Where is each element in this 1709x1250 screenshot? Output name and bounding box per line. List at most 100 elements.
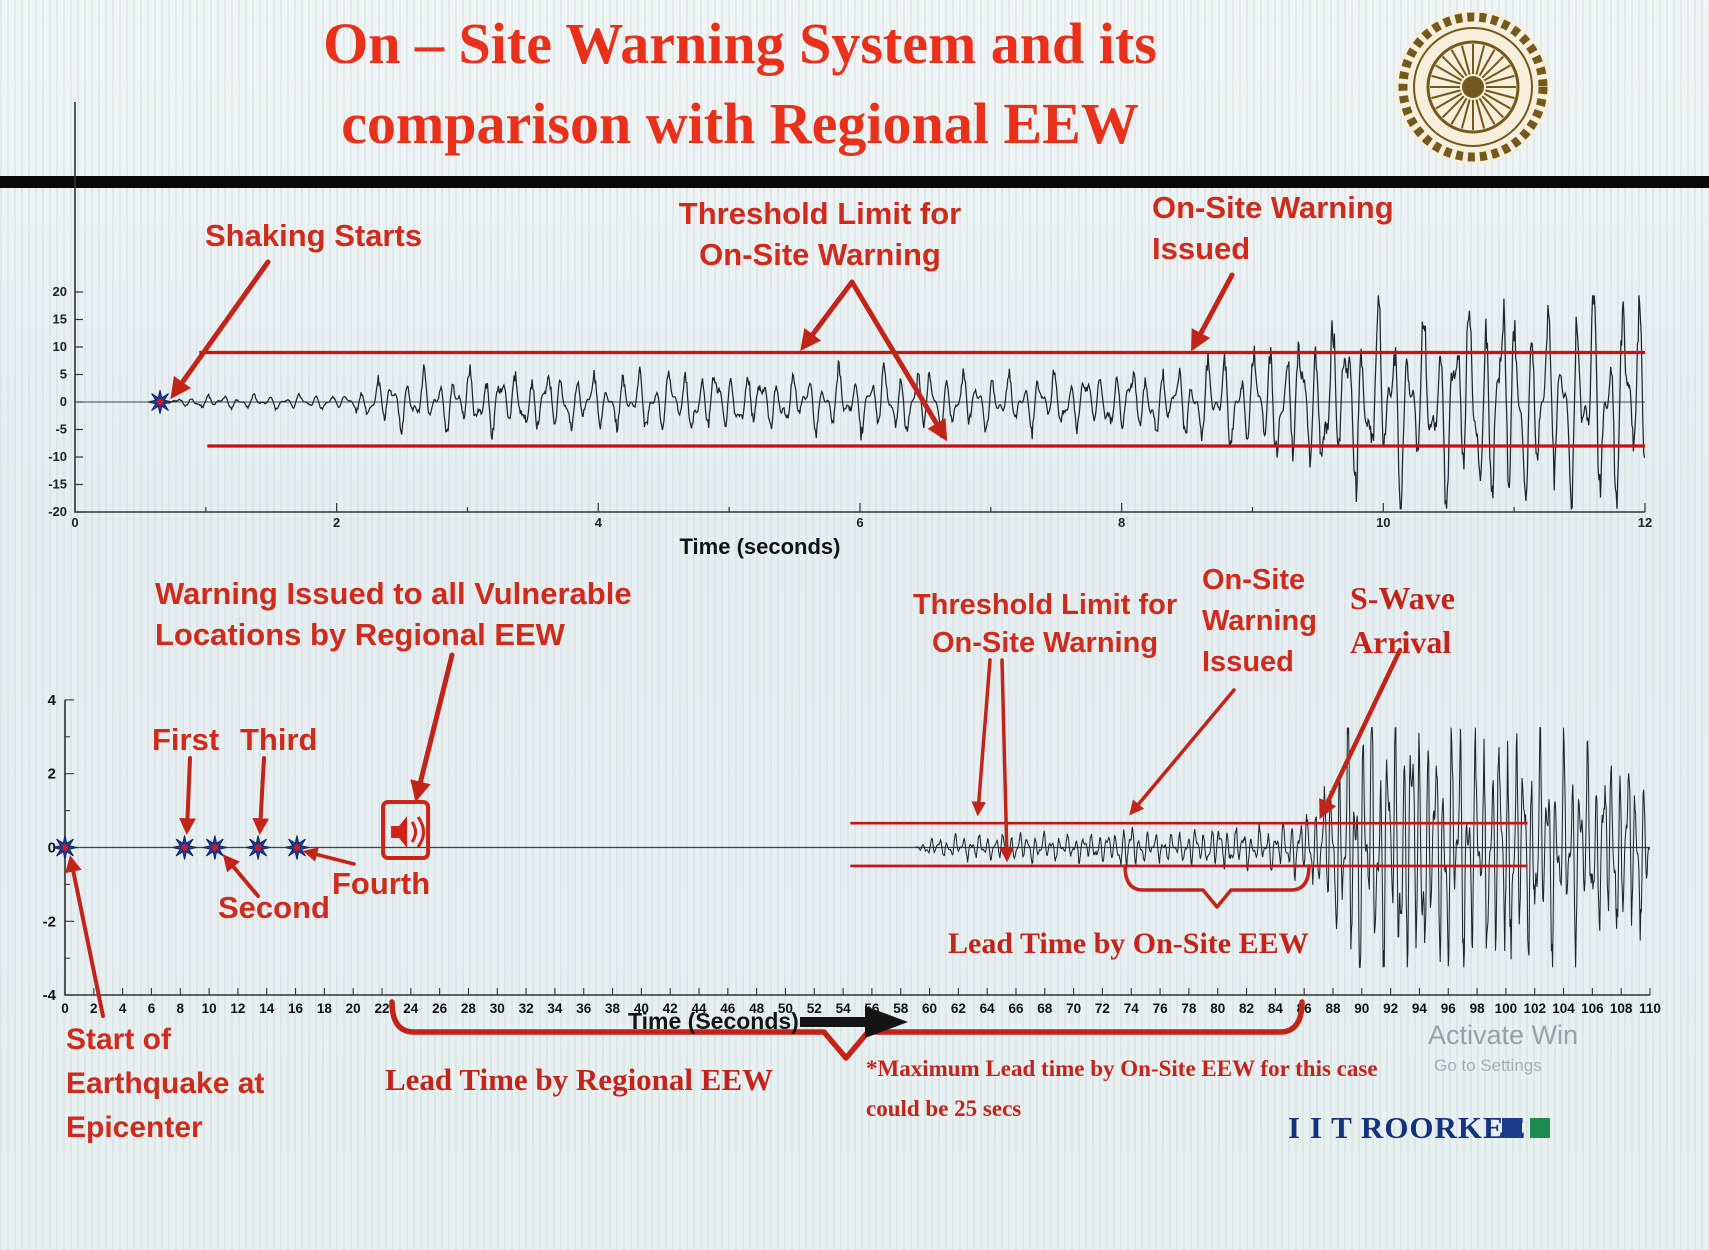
x-tick-label: 92 (1383, 1001, 1398, 1016)
y-tick-label: 20 (53, 284, 67, 299)
onsite-issued-arrow-icon (1129, 688, 1236, 816)
x-tick-label: 36 (576, 1001, 592, 1016)
y-tick-label: -4 (43, 987, 57, 1004)
x-tick-label: 20 (346, 1001, 361, 1016)
second-warning-label: Second (218, 890, 330, 925)
slide-title: On – Site Warning System and its compari… (95, 4, 1385, 164)
x-tick-label: 12 (230, 1001, 245, 1016)
logo-spoke (1475, 45, 1486, 75)
y-tick-label: 0 (60, 394, 67, 409)
x-tick-label: 102 (1523, 1001, 1546, 1016)
bottom-threshold-line2: On-Site Warning (931, 627, 1159, 660)
logo-spoke (1460, 45, 1471, 75)
y-tick-label: -20 (48, 504, 67, 519)
logo-spoke (1475, 99, 1486, 129)
y-tick-label: 10 (53, 339, 67, 354)
x-tick-label: 28 (461, 1001, 477, 1016)
title-divider-bar (0, 176, 1709, 188)
y-tick-label: -5 (55, 422, 67, 437)
start-epicenter-line2: Earthquake at (66, 1067, 265, 1101)
x-tick-label: 26 (432, 1001, 448, 1016)
x-tick-label: 66 (1008, 1001, 1024, 1016)
logo-spoke (1483, 64, 1511, 82)
event-star-center-icon (181, 844, 188, 851)
y-tick-label: 0 (48, 840, 56, 857)
top-warning-issued-line1: On-Site Warning (1152, 190, 1394, 225)
first-warning-label: First (152, 722, 220, 757)
slide-title-line1: On – Site Warning System and its (323, 11, 1157, 76)
third-warning-label: Third (240, 722, 318, 757)
logo-spoke (1478, 97, 1496, 125)
logo-spoke (1481, 55, 1505, 79)
alarm-wave-icon (410, 821, 418, 843)
max-lead-note-line1: *Maximum Lead time by On-Site EEW for th… (866, 1056, 1378, 1081)
regional-warning-line2: Locations by Regional EEW (155, 616, 565, 652)
top-threshold-label-line2: On-Site Warning (699, 236, 941, 272)
regional-lead-time-brace (389, 999, 1305, 1061)
swave-arrival-arrow-icon (1319, 647, 1403, 820)
x-tick-label: 44 (691, 1001, 707, 1016)
x-tick-label: 46 (720, 1001, 736, 1016)
event-star-center-icon (293, 844, 301, 851)
x-tick-label: 24 (403, 1001, 419, 1016)
fourth-warning-label: Fourth (332, 866, 431, 901)
x-tick-label: 6 (148, 1001, 156, 1016)
y-tick-label: 2 (48, 766, 56, 783)
x-tick-label: 60 (922, 1001, 937, 1016)
x-tick-label: 98 (1470, 1001, 1486, 1016)
threshold-lower-arrow-icon (849, 279, 948, 442)
iit-roorkee-emblem-icon (1396, 10, 1550, 164)
x-tick-label: 8 (177, 1001, 185, 1016)
x-tick-label: 78 (1181, 1001, 1197, 1016)
x-tick-label: 82 (1239, 1001, 1254, 1016)
logo-spoke (1450, 97, 1468, 125)
regional-warning-arrow-icon (410, 652, 455, 803)
bottom-xaxis-title: Time (Seconds) (628, 1008, 799, 1034)
threshold-upper-arrow-icon (800, 279, 855, 352)
x-tick-label: 70 (1066, 1001, 1081, 1016)
x-tick-label: 30 (490, 1001, 505, 1016)
logo-spoke (1481, 95, 1505, 119)
x-tick-label: 38 (605, 1001, 621, 1016)
x-tick-label: 96 (1441, 1001, 1457, 1016)
x-tick-label: 94 (1412, 1001, 1428, 1016)
x-tick-label: 64 (980, 1001, 996, 1016)
x-tick-label: 2 (90, 1001, 98, 1016)
event-star-center-icon (61, 844, 69, 851)
x-tick-label: 34 (547, 1001, 563, 1016)
x-tick-label: 8 (1118, 515, 1125, 530)
top-warning-issued-label: On-Site Warning Issued (1152, 188, 1394, 270)
logo-spoke (1450, 49, 1468, 77)
x-tick-label: 84 (1268, 1001, 1284, 1016)
x-tick-label: 10 (202, 1001, 217, 1016)
top-warning-issued-line2: Issued (1152, 230, 1251, 266)
lead-time-regional-label: Lead Time by Regional EEW (385, 1062, 774, 1097)
warning-issued-arrow-icon (1191, 272, 1235, 352)
logo-spoke (1431, 89, 1461, 100)
bottom-warning-issued-line3: Issued (1202, 646, 1294, 679)
x-tick-label: 50 (778, 1001, 793, 1016)
x-tick-label: 88 (1325, 1001, 1341, 1016)
y-tick-label: 15 (53, 312, 67, 327)
activation-watermark-line1: Activate Win (1428, 1020, 1579, 1050)
x-tick-label: 14 (259, 1001, 275, 1016)
logo-spoke (1435, 64, 1463, 82)
activation-watermark-line2: Go to Settings (1434, 1056, 1542, 1075)
x-tick-label: 12 (1638, 515, 1652, 530)
x-tick-label: 4 (595, 515, 603, 530)
logo-spoke (1485, 74, 1515, 85)
x-tick-label: 2 (333, 515, 340, 530)
event-star-center-icon (156, 398, 164, 406)
epicenter-arrow-icon (65, 855, 105, 1018)
third-warning-arrow-icon (252, 756, 270, 836)
alarm-wave-icon (416, 816, 426, 848)
x-tick-label: 48 (749, 1001, 765, 1016)
logo-spoke (1441, 95, 1465, 119)
logo-spoke (1483, 92, 1511, 110)
y-tick-label: -2 (43, 913, 56, 930)
y-tick-label: -10 (48, 449, 67, 464)
top-threshold-label-line1: Threshold Limit for (678, 196, 962, 231)
x-tick-label: 72 (1095, 1001, 1110, 1016)
